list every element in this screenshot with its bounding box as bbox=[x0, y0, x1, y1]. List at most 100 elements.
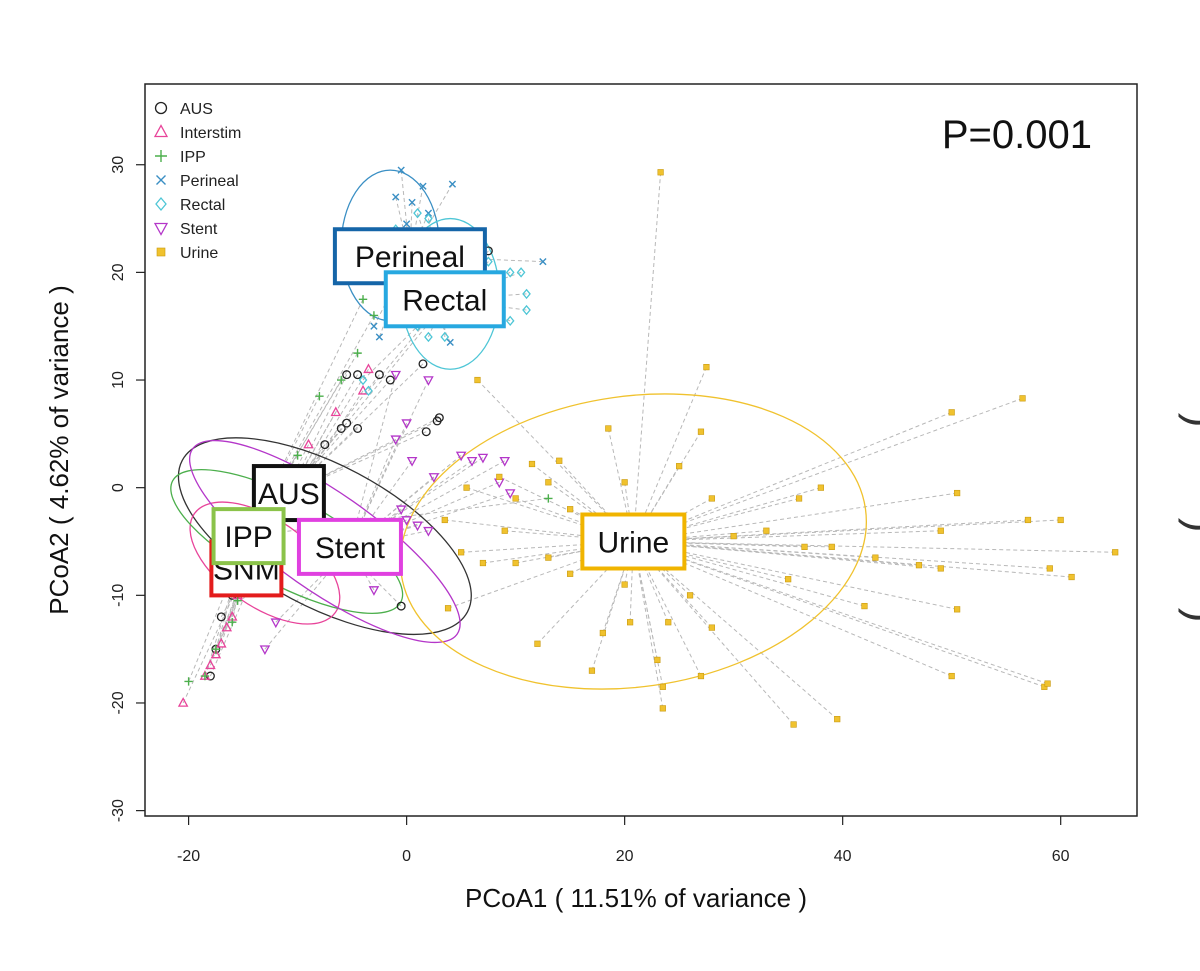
point-perineal bbox=[408, 198, 416, 207]
point-urine bbox=[697, 672, 705, 680]
point-urine bbox=[474, 376, 481, 384]
axes: -20 0 20 40 60 -30 -20 -10 0 10 20 30 bbox=[110, 156, 1070, 865]
point-ipp bbox=[184, 677, 193, 686]
spider-line-urine bbox=[633, 541, 789, 580]
spider-line-aus bbox=[288, 374, 348, 494]
clipped-neighbor-panel-text: ((( bbox=[1171, 412, 1200, 622]
point-urine bbox=[834, 716, 841, 723]
legend-marker-rectal bbox=[155, 196, 167, 212]
point-urine bbox=[621, 581, 628, 588]
point-urine bbox=[828, 543, 835, 550]
point-urine bbox=[605, 425, 612, 432]
spider-line-stent bbox=[349, 460, 473, 548]
spider-line-stent bbox=[349, 460, 413, 548]
point-urine bbox=[1044, 680, 1051, 687]
point-stent bbox=[499, 456, 511, 467]
point-urine bbox=[954, 489, 961, 497]
group-label-text: Urine bbox=[598, 527, 670, 560]
spider-line-urine bbox=[633, 541, 958, 610]
point-urine bbox=[556, 457, 563, 464]
point-stent bbox=[412, 521, 423, 532]
point-perineal bbox=[424, 209, 433, 217]
legend-marker-ipp bbox=[155, 150, 167, 162]
point-urine bbox=[937, 565, 944, 572]
point-urine bbox=[512, 495, 519, 502]
spider-line-urine bbox=[632, 366, 707, 542]
point-stent bbox=[406, 456, 418, 467]
point-urine bbox=[1024, 516, 1032, 524]
point-interstim bbox=[330, 406, 342, 417]
point-perineal bbox=[446, 338, 454, 346]
point-rectal bbox=[440, 331, 450, 343]
point-urine bbox=[444, 605, 452, 612]
point-ipp bbox=[358, 295, 368, 304]
point-urine bbox=[937, 527, 944, 534]
point-perineal bbox=[375, 333, 384, 341]
point-urine bbox=[954, 606, 961, 613]
point-perineal bbox=[448, 180, 457, 188]
point-urine bbox=[948, 409, 955, 416]
point-ipp bbox=[353, 348, 362, 358]
point-urine bbox=[657, 169, 664, 176]
point-urine bbox=[730, 533, 737, 540]
point-ipp bbox=[200, 671, 210, 681]
point-urine bbox=[697, 428, 705, 435]
point-ipp bbox=[233, 596, 242, 605]
point-aus bbox=[216, 612, 226, 622]
point-urine bbox=[1068, 573, 1075, 581]
spider-line-urine bbox=[633, 541, 1116, 553]
spider-line-stent bbox=[264, 546, 351, 650]
point-rectal bbox=[522, 288, 531, 300]
point-urine bbox=[915, 562, 923, 569]
spider-line-urine bbox=[633, 541, 1048, 685]
x-tick-label: 60 bbox=[1052, 848, 1070, 865]
point-urine bbox=[534, 640, 541, 647]
group-ellipses bbox=[170, 169, 867, 690]
data-points bbox=[177, 166, 1119, 728]
point-urine bbox=[528, 460, 536, 468]
point-perineal bbox=[419, 182, 427, 190]
spider-line-interstim bbox=[245, 369, 369, 569]
legend-item-perineal: Perineal bbox=[156, 173, 239, 190]
point-urine bbox=[817, 484, 824, 491]
point-urine bbox=[626, 619, 634, 626]
point-stent bbox=[428, 473, 440, 483]
spider-line-urine bbox=[633, 541, 952, 677]
point-urine bbox=[861, 602, 868, 610]
point-ipp bbox=[315, 391, 324, 401]
spider-line-urine bbox=[633, 541, 876, 559]
point-perineal bbox=[370, 322, 378, 330]
point-urine bbox=[1041, 683, 1048, 690]
point-urine bbox=[1046, 565, 1053, 572]
x-tick-label: 0 bbox=[402, 848, 411, 865]
point-urine bbox=[872, 554, 879, 561]
point-perineal bbox=[397, 166, 405, 174]
spider-line-urine bbox=[633, 541, 941, 569]
spider-line-urine bbox=[499, 476, 634, 542]
legend-item-urine: Urine bbox=[156, 245, 218, 262]
point-urine bbox=[458, 549, 465, 556]
point-perineal bbox=[402, 220, 411, 228]
point-stent bbox=[259, 645, 271, 656]
point-ipp bbox=[211, 644, 221, 654]
group-label-text: Perineal bbox=[355, 241, 465, 274]
point-interstim bbox=[205, 659, 216, 670]
point-urine bbox=[1057, 516, 1064, 524]
x-tick-label: -20 bbox=[177, 848, 200, 865]
spider-line-urine bbox=[633, 541, 838, 720]
legend-label: Urine bbox=[180, 245, 218, 262]
legend-item-aus: AUS bbox=[154, 101, 213, 118]
point-urine bbox=[545, 479, 552, 486]
spider-line-urine bbox=[477, 379, 634, 542]
spider-line-urine bbox=[633, 411, 952, 542]
point-urine bbox=[686, 592, 694, 599]
y-axis-title: PCoA2 ( 4.62% of variance ) bbox=[44, 285, 74, 615]
group-label-box bbox=[580, 512, 687, 571]
point-urine bbox=[703, 364, 710, 371]
point-urine bbox=[763, 527, 770, 534]
spider-line-urine bbox=[632, 541, 713, 628]
point-stent bbox=[270, 618, 282, 629]
point-aus bbox=[418, 359, 428, 369]
y-tick-label: -10 bbox=[110, 584, 127, 607]
